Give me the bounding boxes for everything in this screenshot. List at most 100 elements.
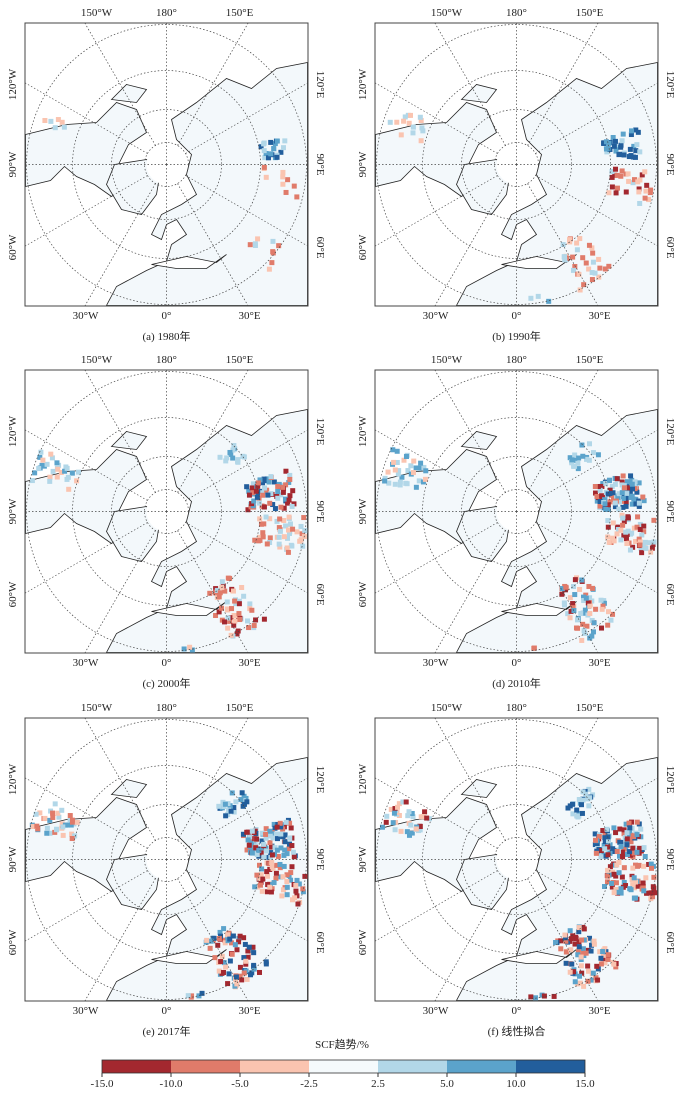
meridian-line [375,522,498,594]
trend-cell [572,941,578,947]
trend-cell [247,834,253,840]
axis-label-bottom: 30°E [588,657,610,669]
axis-label-top: 180° [156,702,177,714]
trend-cell [302,873,308,879]
meridian-line [434,718,506,841]
trend-cell [251,962,257,968]
trend-cell [643,545,649,551]
trend-cell [576,271,582,277]
trend-cell [391,810,397,816]
land-layer [375,409,658,653]
trend-cell [261,504,267,510]
trend-cell [604,879,610,885]
trend-cell [601,842,607,848]
trend-cell [533,995,539,1001]
trend-cell [262,485,268,491]
trend-cell [34,823,40,829]
trend-cell [300,543,306,549]
trend-cell [285,177,291,183]
trend-cell [614,172,620,178]
latitude-circle [461,456,572,567]
trend-cell [289,897,295,903]
trend-cell [589,942,595,948]
trend-cell [651,539,657,545]
trend-cell [576,810,582,816]
trend-cell [629,477,635,483]
trend-cell [413,484,419,490]
trend-cell [607,487,613,493]
trend-cell [406,832,412,838]
trend-cell [618,890,624,896]
trend-cell [263,826,269,832]
trend-cell [586,457,592,463]
trend-cell [274,138,280,144]
trend-cell [589,633,595,639]
trend-cell [621,841,627,847]
trend-cell [271,880,277,886]
trend-cell [265,882,271,888]
trend-cell [605,622,611,628]
trend-cell [624,490,630,496]
meridian-line [527,530,599,653]
trend-cell [580,797,586,803]
trend-cell [602,266,608,272]
trend-cell [289,864,295,870]
trend-cell [275,853,281,859]
trend-cell [623,503,629,509]
trend-cell [637,539,643,545]
trend-cell [597,487,603,493]
trend-cell [390,820,396,826]
trend-cell [40,457,46,463]
trend-cell [247,242,253,248]
trend-cell [630,854,636,860]
trend-cell [246,944,252,950]
colorbar-tick-label: -5.0 [231,1078,249,1090]
trend-cell [528,994,534,1000]
trend-cell [580,594,586,600]
trend-cell [634,819,640,825]
trend-cell [541,993,547,999]
trend-cell [222,801,228,807]
trend-cell [583,950,589,956]
trend-cell [386,480,392,486]
trend-cell [274,154,280,160]
trend-cell [618,886,624,892]
trend-cell [619,479,625,485]
trend-cell [227,936,233,942]
trend-cell [563,949,569,955]
trend-cell [597,265,603,271]
trend-cell [278,845,284,851]
trend-cell [637,149,643,155]
trend-cell [254,836,260,842]
trend-cell [618,527,624,533]
trend-cell [270,249,276,255]
trend-cell [32,470,38,476]
trend-cell [597,503,603,509]
trend-cell [249,850,255,856]
trend-cell [591,620,597,626]
trend-cell [636,480,642,486]
trend-cell [395,804,401,810]
axis-label-bottom: 0° [162,310,172,322]
trend-cell [591,941,597,947]
axis-label-left: 90°W [7,498,19,524]
trend-cell [568,936,574,942]
trend-cell [261,854,267,860]
trend-cell [232,942,238,948]
land-layer [375,757,658,1001]
trend-cell [247,601,253,607]
trend-cell [239,790,245,796]
trend-cell [620,473,626,479]
trend-cell [69,470,75,476]
trend-cell [624,836,630,842]
trend-cell [408,112,414,118]
coastline [105,757,308,1001]
trend-cell [263,514,269,520]
axis-label-left: 120°W [357,763,369,795]
trend-cell [249,485,255,491]
trend-cell [420,479,426,485]
colorbar-tick-label: 15.0 [575,1078,595,1090]
trend-cell [601,140,607,146]
trend-cell [239,584,245,590]
trend-cell [285,535,291,541]
